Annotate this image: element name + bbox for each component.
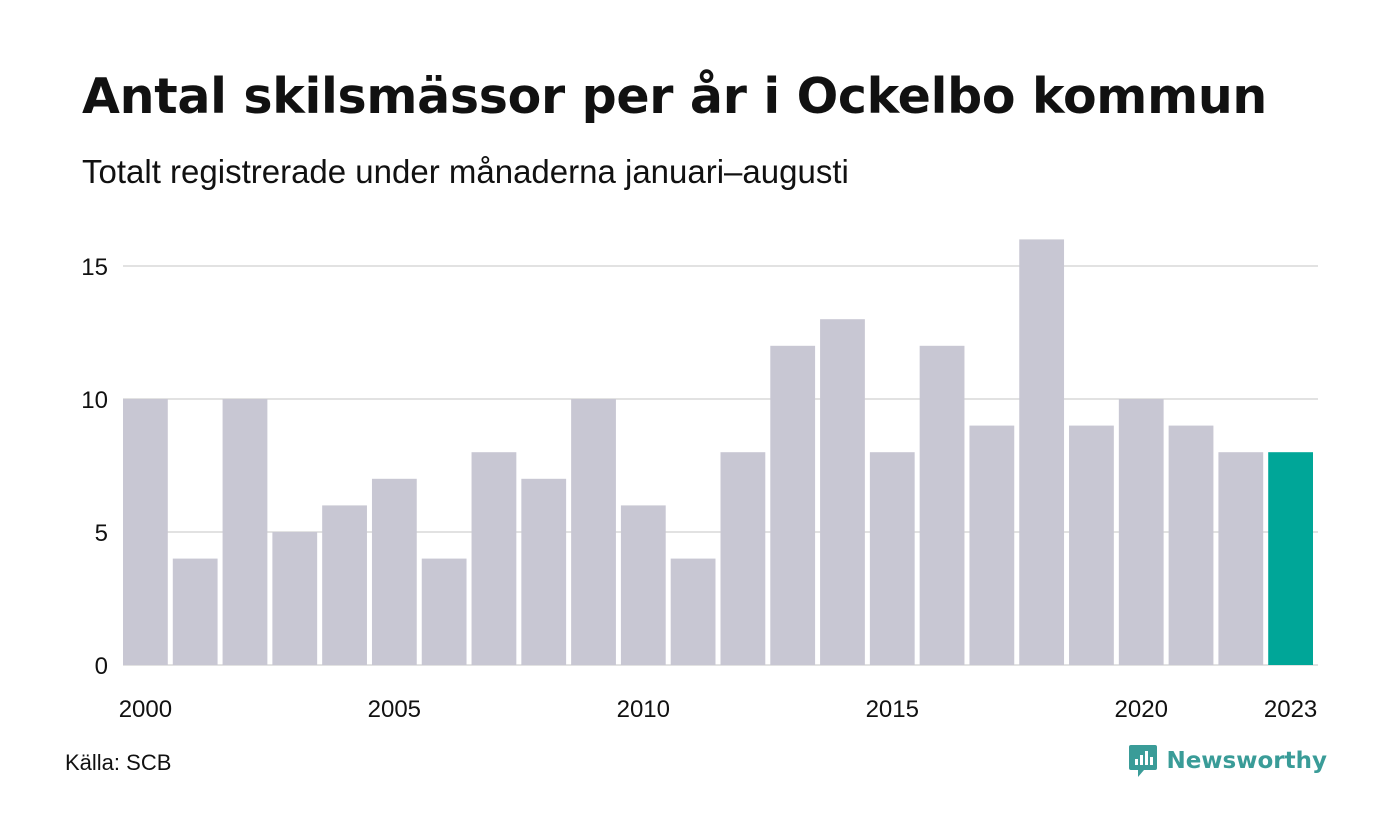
source-note: Källa: SCB	[65, 750, 172, 775]
bar-2000	[123, 399, 168, 665]
bars	[123, 239, 1313, 665]
y-tick-label: 0	[95, 653, 108, 680]
bar-chart: 0 5 10 15 2000 2005 2010 2015 2020 2023	[81, 239, 1318, 723]
bar-2021	[1168, 425, 1214, 665]
bar-2004	[322, 505, 367, 665]
bar-2002	[222, 399, 268, 665]
x-tick-label: 2023	[1264, 696, 1317, 723]
bar-2006	[421, 558, 467, 665]
bar-2020	[1118, 399, 1164, 665]
bar-2013	[770, 345, 816, 665]
y-tick-label: 10	[81, 387, 108, 414]
bar-2014	[820, 319, 865, 665]
bar-2016	[919, 345, 965, 665]
x-tick-label: 2005	[368, 696, 421, 723]
bar-2008	[521, 478, 567, 665]
newsworthy-logo-icon	[1129, 745, 1158, 777]
bar-2012	[720, 452, 766, 665]
bar-2017	[969, 425, 1015, 665]
bar-2011	[670, 558, 716, 665]
bar-2022	[1218, 452, 1264, 665]
bar-2009	[571, 399, 616, 665]
y-tick-label: 5	[95, 520, 108, 547]
brand-logo: Newsworthy	[1128, 744, 1327, 778]
bar-2023	[1268, 452, 1313, 665]
x-tick-label: 2000	[119, 696, 172, 723]
y-axis-ticks: 0 5 10 15	[81, 254, 108, 680]
y-tick-label: 15	[81, 254, 108, 281]
chart-title: Antal skilsmässor per år i Ockelbo kommu…	[82, 68, 1267, 125]
x-tick-label: 2015	[866, 696, 919, 723]
x-tick-label: 2020	[1115, 696, 1168, 723]
bar-2005	[371, 478, 417, 665]
x-axis-ticks: 2000 2005 2010 2015 2020 2023	[119, 696, 1318, 723]
bar-2007	[471, 452, 517, 665]
bar-2010	[620, 505, 666, 665]
bar-2015	[869, 452, 915, 665]
chart-subtitle: Totalt registrerade under månaderna janu…	[82, 153, 849, 190]
bar-2018	[1019, 239, 1065, 665]
bar-2001	[172, 558, 218, 665]
bar-2019	[1069, 425, 1114, 665]
x-tick-label: 2010	[617, 696, 670, 723]
bar-2003	[272, 532, 318, 665]
brand-name: Newsworthy	[1166, 748, 1327, 774]
